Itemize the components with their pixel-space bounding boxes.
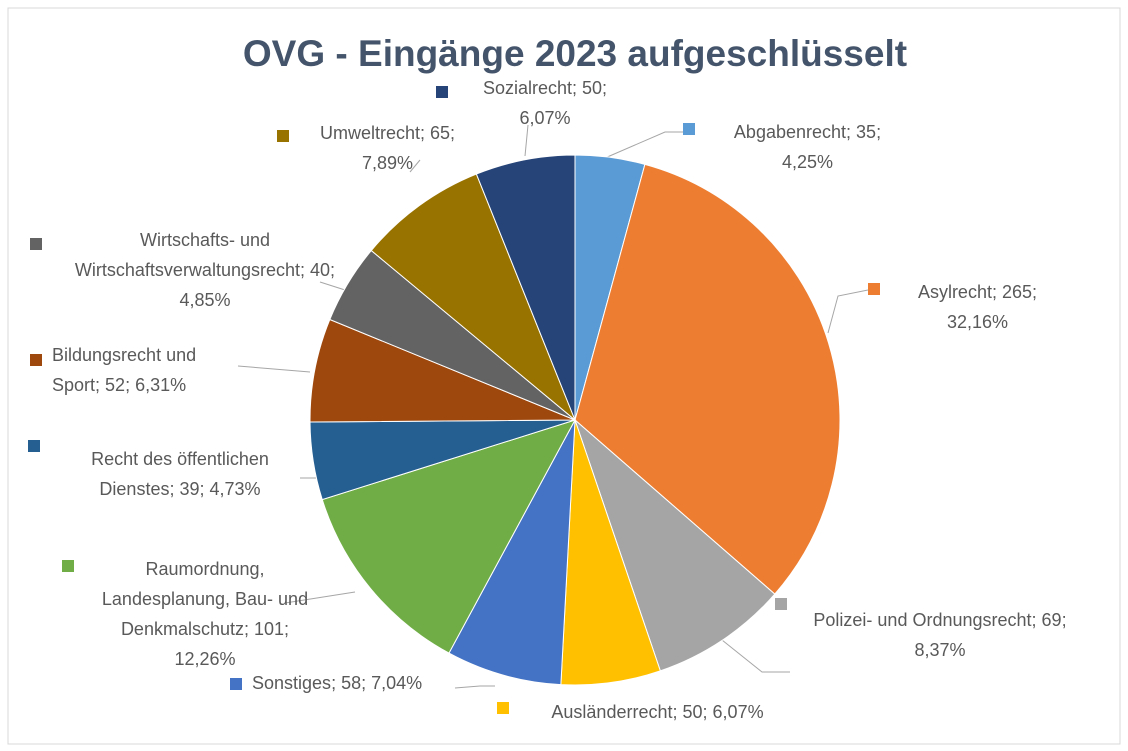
- label-category: Bildungsrecht und Sport: [52, 345, 197, 395]
- legend-swatch: [230, 678, 242, 690]
- legend-swatch: [497, 702, 509, 714]
- label-value: 58: [341, 673, 362, 693]
- legend-swatch: [62, 560, 74, 572]
- data-label: Ausländerrecht; 50; 6,07%: [551, 702, 764, 722]
- legend-swatch: [30, 238, 42, 250]
- label-value: 35: [856, 122, 877, 142]
- legend-swatch: [277, 130, 289, 142]
- label-category: Umweltrecht: [319, 123, 420, 143]
- label-value: 50: [582, 78, 603, 98]
- label-percent: 4,73%: [209, 479, 261, 499]
- label-value: 50: [682, 702, 703, 722]
- label-percent: 8,37%: [914, 640, 966, 660]
- data-label: Umweltrecht; 65; 7,89%: [319, 123, 456, 173]
- pie-slice: [448, 419, 576, 686]
- label-value: 65: [430, 123, 451, 143]
- label-percent: 6,07%: [712, 702, 764, 722]
- label-percent: 32,16%: [946, 312, 1009, 332]
- legend-swatch: [775, 598, 787, 610]
- label-percent: 7,04%: [371, 673, 423, 693]
- data-label: Recht des öffentlichen Dienstes; 39; 4,7…: [91, 449, 269, 499]
- data-label: Abgabenrecht; 35; 4,25%: [733, 122, 882, 172]
- pie-slice: [475, 154, 576, 421]
- label-value: 52: [105, 375, 126, 395]
- data-label: Sozialrecht; 50; 6,07%: [482, 78, 608, 128]
- leader-lines: [237, 124, 869, 689]
- label-category: Wirtschafts- und Wirtschaftsverwaltungsr…: [74, 230, 300, 280]
- label-category: Asylrecht: [917, 282, 992, 302]
- chart-title: OVG - Eingänge 2023 aufgeschlüsselt: [243, 33, 907, 74]
- label-category: Sonstiges: [252, 673, 332, 693]
- label-value: 69: [1041, 610, 1062, 630]
- data-label: Sonstiges; 58; 7,04%: [252, 673, 423, 693]
- label-percent: 7,89%: [361, 153, 414, 173]
- label-category: Sozialrecht: [482, 78, 572, 98]
- label-category: Recht des öffentlichen Dienstes: [91, 449, 269, 499]
- label-category: Abgabenrecht: [733, 122, 847, 142]
- label-category: Raumordnung, Landesplanung, Bau- und Den…: [101, 559, 309, 639]
- legend-swatch: [683, 123, 695, 135]
- label-percent: 4,25%: [781, 152, 834, 172]
- data-label: Wirtschafts- und Wirtschaftsverwaltungsr…: [74, 230, 336, 310]
- label-value: 40: [310, 260, 331, 280]
- label-percent: 4,85%: [179, 290, 231, 310]
- pie-slice: [321, 419, 577, 654]
- label-category: Ausländerrecht: [551, 702, 673, 722]
- legend-swatch: [868, 283, 880, 295]
- pie-slice: [370, 173, 576, 421]
- label-percent: 6,07%: [519, 108, 571, 128]
- legend-swatch: [436, 86, 448, 98]
- label-category: Polizei- und Ordnungsrecht: [813, 610, 1032, 630]
- data-label: Raumordnung, Landesplanung, Bau- und Den…: [101, 559, 309, 669]
- label-percent: 6,31%: [135, 375, 187, 395]
- legend-swatch: [30, 354, 42, 366]
- label-value: 39: [179, 479, 200, 499]
- data-label: Asylrecht; 265; 32,16%: [917, 282, 1038, 332]
- label-percent: 12,26%: [174, 649, 236, 669]
- label-value: 101: [254, 619, 285, 639]
- data-label: Bildungsrecht und Sport; 52; 6,31%: [52, 345, 197, 395]
- pie-slice: [573, 418, 776, 672]
- data-label: Polizei- und Ordnungsrecht; 69; 8,37%: [813, 610, 1067, 660]
- label-value: 265: [1001, 282, 1033, 302]
- pie-slice: [574, 163, 841, 595]
- legend-swatch: [28, 440, 40, 452]
